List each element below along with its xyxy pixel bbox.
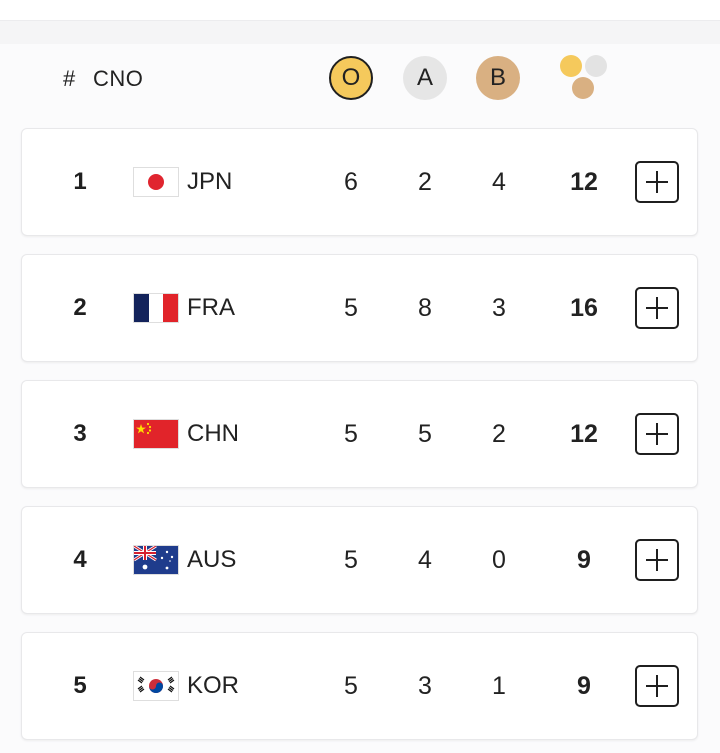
table-row[interactable]: 5 KOR 5 3 1 9: [21, 632, 698, 740]
china-flag-icon: [134, 420, 178, 448]
plus-icon: [646, 297, 668, 319]
table-row[interactable]: 2 FRA 5 8 3 16: [21, 254, 698, 362]
bronze-medal-column-header[interactable]: B: [476, 56, 520, 100]
rank-column-header: #: [63, 66, 76, 91]
silver-count: 2: [418, 168, 432, 196]
table-row[interactable]: 3 CHN 5 5 2 12: [21, 380, 698, 488]
country-code: KOR: [187, 672, 240, 699]
silver-count: 3: [418, 672, 432, 700]
silver-dot: [585, 55, 607, 77]
silver-count: 8: [418, 294, 432, 322]
rank-value: 4: [73, 546, 87, 573]
rank-value: 1: [73, 168, 87, 195]
france-flag-icon: [134, 294, 178, 322]
bronze-count: 1: [492, 672, 506, 700]
expand-row-button[interactable]: [635, 287, 679, 329]
silver-count: 4: [418, 546, 432, 574]
total-count: 12: [570, 168, 598, 196]
country-code: CHN: [187, 420, 239, 447]
korea-flag-icon: [134, 672, 178, 700]
plus-icon: [646, 549, 668, 571]
rank-value: 3: [73, 420, 87, 447]
gold-count: 5: [344, 546, 358, 574]
gold-count: 5: [344, 294, 358, 322]
bronze-dot: [572, 77, 594, 99]
bronze-count: 0: [492, 546, 506, 574]
total-count: 16: [570, 294, 598, 322]
country-code: JPN: [187, 168, 233, 195]
country-code: FRA: [187, 294, 235, 321]
gold-count: 6: [344, 168, 358, 196]
plus-icon: [646, 171, 668, 193]
expand-row-button[interactable]: [635, 161, 679, 203]
gold-count: 5: [344, 420, 358, 448]
gold-dot: [560, 55, 582, 77]
gold-medal-column-header[interactable]: O: [329, 56, 373, 100]
total-count: 9: [577, 672, 591, 700]
bronze-count: 3: [492, 294, 506, 322]
total-medals-icon[interactable]: [558, 55, 610, 103]
table-row[interactable]: 1 JPN 6 2 4 12: [21, 128, 698, 236]
rank-value: 2: [73, 294, 87, 321]
bronze-count: 4: [492, 168, 506, 196]
expand-row-button[interactable]: [635, 413, 679, 455]
expand-row-button[interactable]: [635, 539, 679, 581]
bronze-count: 2: [492, 420, 506, 448]
silver-medal-column-header[interactable]: A: [403, 56, 447, 100]
expand-row-button[interactable]: [635, 665, 679, 707]
australia-flag-icon: [134, 546, 178, 574]
plus-icon: [646, 675, 668, 697]
rank-value: 5: [73, 672, 87, 699]
table-row[interactable]: 4 AUS 5 4 0 9: [21, 506, 698, 614]
plus-icon: [646, 423, 668, 445]
japan-flag-icon: [134, 168, 178, 196]
total-count: 12: [570, 420, 598, 448]
gold-count: 5: [344, 672, 358, 700]
total-count: 9: [577, 546, 591, 574]
silver-count: 5: [418, 420, 432, 448]
top-bar: [0, 0, 720, 21]
country-code: AUS: [187, 546, 237, 573]
noc-column-header[interactable]: CNO: [93, 66, 144, 91]
